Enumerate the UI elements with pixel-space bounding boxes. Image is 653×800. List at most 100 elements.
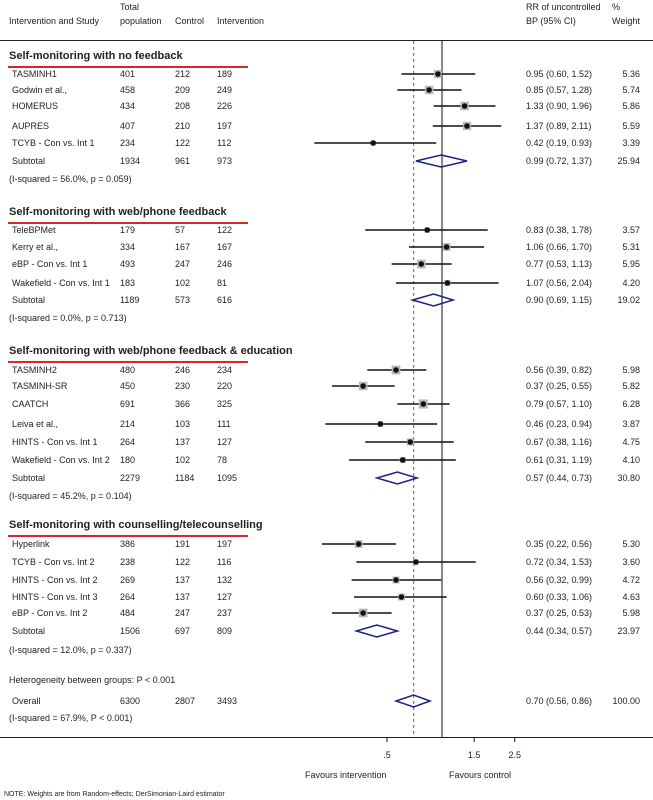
study-row-2-4-weight: 4.20: [622, 278, 640, 288]
study-row-2-1-control: 57: [175, 225, 186, 235]
study-row-4-3-study: HINTS - Con vs. Int 2: [12, 575, 98, 585]
study-row-4-5-weight: 5.98: [622, 608, 640, 618]
study-row-2-3-total: 493: [120, 259, 136, 269]
footnote: NOTE: Weights are from Random-effects; D…: [4, 791, 225, 798]
study-row-1-2-control: 209: [175, 85, 191, 95]
study-row-1-4-total: 407: [120, 121, 136, 131]
study-row-1-4-point: [464, 123, 470, 129]
study-row-4-3-total: 269: [120, 575, 136, 585]
study-row-4-2-weight: 3.60: [622, 557, 640, 567]
study-row-1-4-intervention: 197: [217, 121, 233, 131]
header-weight-2: Weight: [612, 16, 640, 26]
study-row-1-5-ci-text: 0.42 (0.19, 0.93): [526, 138, 593, 148]
overall-isq: (I-squared = 67.9%, P < 0.001): [9, 713, 133, 723]
x-tick-label-1: .5: [383, 750, 391, 760]
study-row-4-3-ci-text: 0.56 (0.32, 0.99): [526, 575, 593, 585]
study-row-2-3-intervention: 246: [217, 259, 233, 269]
study-row-1-1-total: 401: [120, 69, 136, 79]
study-row-3-3-point: [420, 401, 427, 407]
section-title-3: Self-monitoring with web/phone feedback …: [9, 345, 293, 357]
study-row-1-2-study: Godwin et al.,: [12, 85, 68, 95]
subtotal-diamond-2: [409, 293, 456, 307]
study-row-3-4-control: 103: [175, 419, 191, 429]
study-row-4-4-study: HINTS - Con vs. Int 3: [12, 592, 98, 602]
study-row-3-4-weight: 3.87: [622, 419, 640, 429]
favours-control: Favours control: [449, 770, 512, 780]
study-row-1-4-study: AUPRES: [12, 121, 50, 131]
section-title-2: Self-monitoring with web/phone feedback: [9, 206, 227, 218]
study-row-1-1-ci-text: 0.95 (0.60, 1.52): [526, 69, 593, 79]
study-row-3-5-total: 264: [120, 437, 136, 447]
top-rule: [0, 40, 653, 41]
study-row-4-4-point: [398, 594, 405, 600]
study-row-2-1-total: 179: [120, 225, 136, 235]
subtotal-3-label: Subtotal: [12, 473, 46, 483]
study-row-4-2-point: [413, 559, 419, 565]
study-row-4-3-weight: 4.72: [622, 575, 640, 585]
subtotal-4-intervention: 809: [217, 626, 233, 636]
study-row-4-3-control: 137: [175, 575, 191, 585]
favours-intervention: Favours intervention: [305, 770, 387, 780]
study-row-4-4-intervention: 127: [217, 592, 233, 602]
study-row-2-4-ci-text: 1.07 (0.56, 2.04): [526, 278, 593, 288]
study-row-2-4-point: [444, 280, 451, 286]
subtotal-4-label: Subtotal: [12, 626, 46, 636]
study-row-1-2-point: [426, 87, 432, 93]
study-row-2-4-study: Wakefield - Con vs. Int 1: [12, 278, 110, 288]
study-row-4-1-point: [355, 541, 362, 547]
subtotal-1-control: 961: [175, 156, 191, 166]
study-row-3-1-ci-text: 0.56 (0.39, 0.82): [526, 365, 593, 375]
study-row-1-1-point: [435, 71, 441, 77]
subtotal-2-label: Subtotal: [12, 295, 46, 305]
study-row-1-2-ci-text: 0.85 (0.57, 1.28): [526, 85, 593, 95]
header-rr-2: BP (95% CI): [526, 16, 576, 26]
subtotal-3-weight: 30.80: [617, 473, 640, 483]
study-row-4-2-intervention: 116: [217, 557, 232, 567]
study-row-4-1-intervention: 197: [217, 539, 233, 549]
section-underline-4: [8, 535, 248, 537]
subtotal-2-ci-text: 0.90 (0.69, 1.15): [526, 295, 593, 305]
subtotal-1-label: Subtotal: [12, 156, 46, 166]
study-row-3-6-total: 180: [120, 455, 136, 465]
study-row-2-3-point: [418, 261, 425, 267]
study-row-4-4-control: 137: [175, 592, 191, 602]
subtotal-2-control: 573: [175, 295, 191, 305]
section-title-1: Self-monitoring with no feedback: [9, 50, 183, 62]
study-row-3-3-control: 366: [175, 399, 191, 409]
study-row-2-1-ci-text: 0.83 (0.38, 1.78): [526, 225, 593, 235]
study-row-3-4-study: Leiva et al.,: [12, 419, 59, 429]
overall-intervention: 3493: [217, 696, 238, 706]
subtotal-4-control: 697: [175, 626, 191, 636]
study-row-2-1-weight: 3.57: [622, 225, 640, 235]
subtotal-1-weight: 25.94: [617, 156, 640, 166]
header-rr-1: RR of uncontrolled: [526, 2, 601, 12]
study-row-3-3-total: 691: [120, 399, 136, 409]
study-row-4-4-ci-text: 0.60 (0.33, 1.06): [526, 592, 593, 602]
study-row-2-3-study: eBP - Con vs. Int 1: [12, 259, 88, 269]
subtotal-diamond-1: [415, 154, 468, 168]
heterogeneity-text: Heterogeneity between groups: P < 0.001: [9, 675, 176, 685]
subtotal-4-ci-text: 0.44 (0.34, 0.57): [526, 626, 593, 636]
subtotal-4-weight: 23.97: [617, 626, 640, 636]
overall-total: 6300: [120, 696, 141, 706]
study-row-3-1-study: TASMINH2: [12, 365, 57, 375]
study-row-4-4-total: 264: [120, 592, 136, 602]
study-row-1-1-study: TASMINH1: [12, 69, 57, 79]
subtotal-2-total: 1189: [120, 295, 140, 305]
study-row-1-4-weight: 5.59: [622, 121, 640, 131]
study-row-2-4-control: 102: [175, 278, 191, 288]
overall-diamond: [393, 694, 433, 708]
study-row-3-5-ci-text: 0.67 (0.38, 1.16): [526, 437, 593, 447]
study-row-3-1-control: 246: [175, 365, 191, 375]
study-row-4-5-control: 247: [175, 608, 191, 618]
x-tick-label-2: 1.5: [467, 750, 481, 760]
study-row-4-4-weight: 4.63: [622, 592, 640, 602]
subtotal-3-total: 2279: [120, 473, 141, 483]
study-row-1-2-weight: 5.74: [622, 85, 640, 95]
study-row-3-2-study: TASMINH-SR: [12, 381, 68, 391]
study-row-4-1-total: 386: [120, 539, 136, 549]
study-row-3-3-weight: 6.28: [622, 399, 640, 409]
study-row-4-5-ci-text: 0.37 (0.25, 0.53): [526, 608, 593, 618]
